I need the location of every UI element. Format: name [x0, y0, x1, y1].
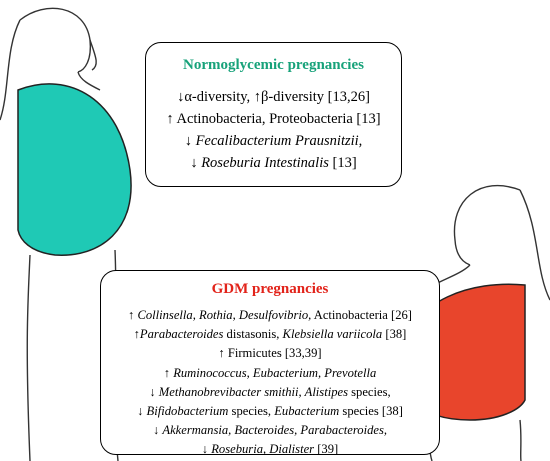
- text-segment: species [38]: [339, 404, 403, 419]
- text-line: ↑ Ruminococcus, Eubacterium, Prevotella: [101, 364, 439, 383]
- text-segment: distasonis,: [223, 327, 283, 342]
- text-segment: ↓: [137, 404, 147, 419]
- text-segment: ↑: [133, 327, 140, 342]
- text-line: ↓ Fecalibacterium Prausnitzii,: [146, 130, 401, 152]
- text-segment: [39]: [314, 442, 339, 457]
- box-title: GDM pregnancies: [211, 281, 329, 297]
- text-segment: ↓: [152, 423, 163, 438]
- text-segment: [38]: [382, 327, 407, 342]
- text-segment: [13]: [328, 155, 357, 171]
- text-line: ↓ Roseburia Intestinalis [13]: [146, 152, 401, 174]
- text-line: ↓ Methanobrevibacter smithii, Alistipes …: [101, 383, 439, 402]
- text-segment: species,: [228, 404, 275, 419]
- text-line: ↓ Bifidobacterium species, Eubacterium s…: [101, 402, 439, 421]
- text-segment: Parabacteroides: [139, 327, 224, 342]
- text-segment: Eubacterium: [274, 404, 340, 419]
- text-segment: ↓: [184, 133, 196, 149]
- text-segment: ↑: [127, 308, 138, 322]
- text-segment: ↑ Firmicutes [33,39]: [218, 346, 322, 361]
- text-segment: ↑: [163, 365, 174, 380]
- text-segment: Akkermansia, Bacteroides, Parabacteroide…: [162, 423, 388, 438]
- text-line: ↓ Roseburia, Dialister [39]: [101, 440, 439, 459]
- belly-left: [17, 83, 132, 256]
- text-segment: Roseburia, Dialister: [211, 442, 315, 457]
- text-segment: ↓α-diversity, ↑β-diversity [13,26]: [177, 89, 370, 105]
- woman-right: [424, 185, 550, 461]
- box-title: Normoglycemic pregnancies: [183, 57, 364, 73]
- text-segment: Ruminococcus, Eubacterium, Prevotella: [173, 365, 377, 380]
- text-segment: Methanobrevibacter smithii, Alistipes: [158, 384, 348, 399]
- text-segment: Roseburia Intestinalis: [201, 155, 329, 171]
- text-segment: Bifidobacterium: [146, 404, 229, 419]
- text-line: ↑ Actinobacteria, Proteobacteria [13]: [146, 108, 401, 130]
- text-line: ↓ Akkermansia, Bacteroides, Parabacteroi…: [101, 421, 439, 440]
- text-segment: Klebsiella variicola: [282, 327, 383, 342]
- text-segment: ↓: [149, 384, 159, 399]
- text-box: Normoglycemic pregnancies ↓α-diversity, ↑…: [145, 42, 402, 187]
- text-line: ↑ Firmicutes [33,39]: [101, 344, 439, 363]
- text-segment: ↓: [190, 155, 202, 171]
- text-segment: ↓: [201, 442, 212, 457]
- text-box: GDM pregnancies ↑ Collinsella, Rothia, De…: [100, 270, 440, 456]
- text-segment: Fecalibacterium Prausnitzii,: [195, 133, 363, 149]
- text-segment: Collinsella, Rothia, Desulfovibrio,: [137, 308, 312, 322]
- text-segment: species,: [348, 384, 391, 399]
- text-line: ↑ Collinsella, Rothia, Desulfovibrio, Ac…: [101, 306, 439, 325]
- text-line: ↑Parabacteroides distasonis, Klebsiella …: [101, 325, 439, 344]
- text-segment: Actinobacteria [26]: [311, 308, 413, 322]
- text-segment: ↑ Actinobacteria, Proteobacteria [13]: [166, 111, 381, 127]
- text-line: ↓α-diversity, ↑β-diversity [13,26]: [146, 86, 401, 108]
